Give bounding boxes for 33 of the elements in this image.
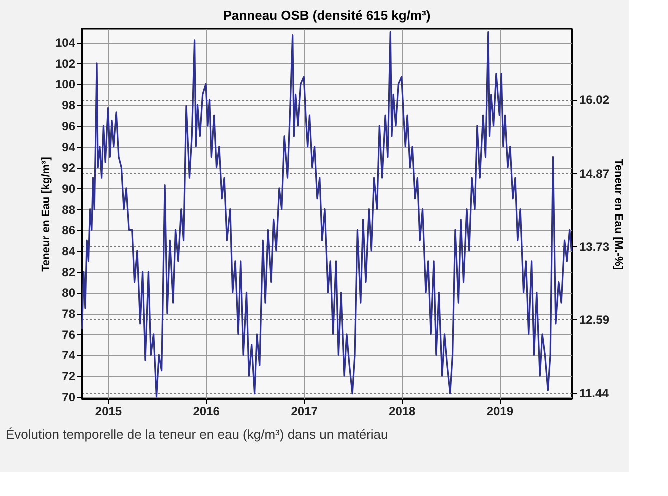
y-tick-label: 102 bbox=[55, 56, 76, 71]
y-tick-label: 92 bbox=[62, 161, 76, 176]
y-tick-label: 78 bbox=[62, 307, 76, 322]
x-tick-label: 2015 bbox=[95, 404, 122, 418]
y-tick-label: 94 bbox=[62, 140, 76, 154]
y2-tick-label: 13.73 bbox=[580, 240, 610, 254]
text: Évolution temporelle de la teneur en eau (kg/m³) dans un matériau bbox=[6, 427, 388, 442]
y2-tick-label: 11.44 bbox=[580, 386, 610, 401]
x-tick-label: 2019 bbox=[486, 404, 514, 418]
y-tick-label: 86 bbox=[62, 224, 76, 238]
y-tick-label: 74 bbox=[62, 348, 76, 363]
y2-tick-label: 12.59 bbox=[580, 312, 610, 327]
y-tick-label: 84 bbox=[62, 244, 76, 258]
y-tick-label: 100 bbox=[55, 78, 76, 92]
line-series bbox=[81, 31, 573, 398]
y-tick-label: 104 bbox=[55, 36, 76, 50]
y-axis-title: Teneur en Eau [kg/m³] bbox=[40, 156, 52, 272]
y-tick-label: 70 bbox=[62, 390, 76, 404]
y-tick-label: 82 bbox=[62, 265, 76, 280]
x-tick-label: 2018 bbox=[389, 404, 416, 418]
y2-tick-label: 14.87 bbox=[580, 166, 610, 181]
y-tick-label: 72 bbox=[62, 370, 76, 384]
y-tick-label: 90 bbox=[62, 182, 76, 196]
y-tick-label: 80 bbox=[62, 286, 76, 300]
y-tick-label: 98 bbox=[62, 98, 76, 113]
y2-tick-label: 16.02 bbox=[580, 93, 610, 108]
x-tick-label: 2016 bbox=[193, 404, 220, 418]
y-tick-label: 96 bbox=[62, 119, 76, 134]
chart-title: Panneau OSB (densité 615 kg/m³) bbox=[223, 8, 431, 23]
y-tick-label: 88 bbox=[62, 202, 76, 217]
y-tick-label: 76 bbox=[62, 328, 76, 342]
y2-axis-title: Teneur en Eau [M.-%] bbox=[612, 158, 625, 270]
x-tick-label: 2017 bbox=[291, 404, 318, 418]
